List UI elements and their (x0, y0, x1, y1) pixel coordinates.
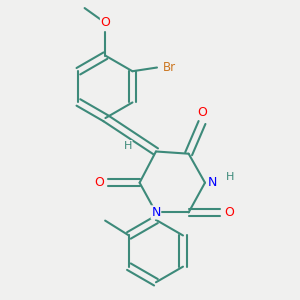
Text: Br: Br (163, 61, 176, 74)
Text: O: O (100, 16, 110, 29)
Text: O: O (94, 176, 104, 189)
Text: O: O (197, 106, 207, 119)
Text: N: N (208, 176, 217, 189)
Text: N: N (151, 206, 160, 219)
Text: O: O (224, 206, 234, 219)
Text: H: H (124, 140, 132, 151)
Text: H: H (226, 172, 234, 182)
